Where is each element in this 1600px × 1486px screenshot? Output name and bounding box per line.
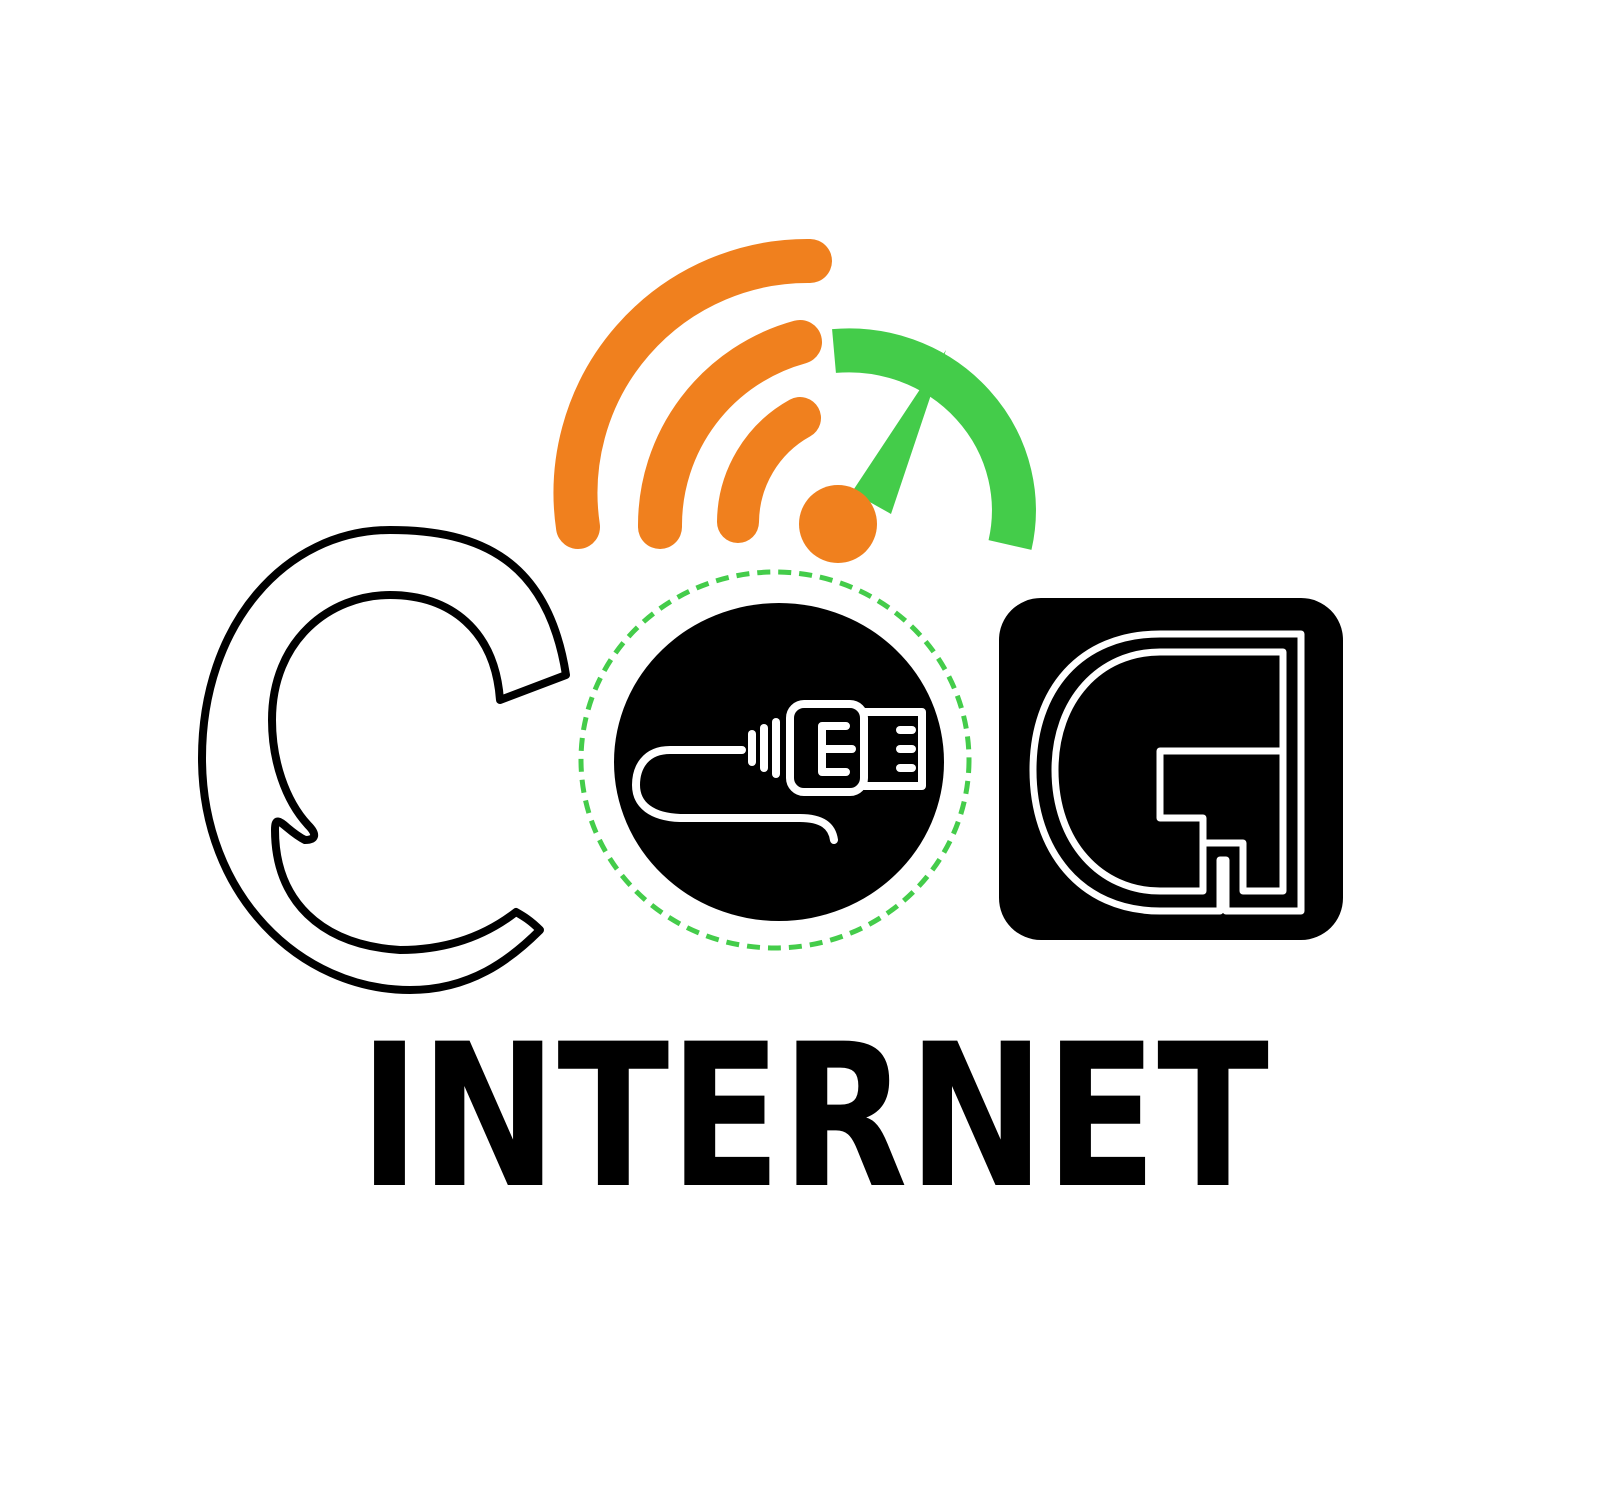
brand-name: INTERNET — [359, 1001, 1269, 1232]
letter-c-mark — [198, 526, 570, 994]
ethernet-cable-icon — [578, 569, 972, 951]
gauge-needle — [852, 350, 946, 514]
gauge-arc — [832, 328, 1036, 550]
wifi-icon — [553, 238, 832, 549]
speedometer-icon — [799, 328, 1036, 563]
g-outline — [1029, 630, 1305, 915]
letter-g-mark — [999, 598, 1343, 940]
gauge-hub — [799, 485, 877, 563]
wifi-arc-middle — [637, 320, 822, 549]
wifi-arc-inner — [717, 397, 821, 543]
wifi-arc-outer — [553, 238, 832, 549]
dashed-ring — [578, 569, 972, 951]
